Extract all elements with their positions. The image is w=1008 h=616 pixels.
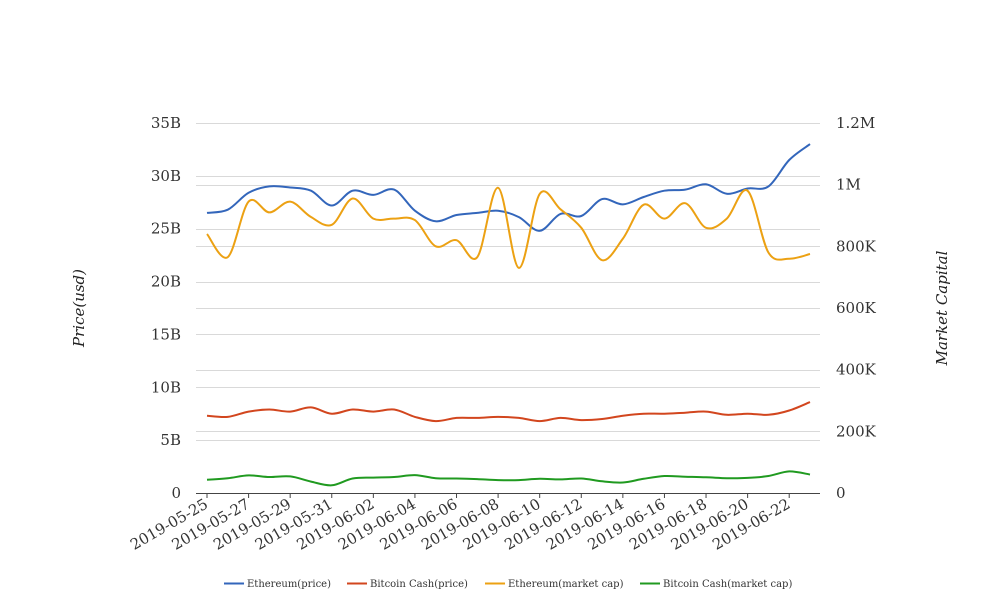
left-tick-label: 25B (151, 220, 181, 238)
left-tick-label: 5B (160, 431, 181, 449)
left-axis-ticks: 0 5B 10B 15B 20B 25B 30B 35B (151, 114, 181, 502)
x-axis-ticks: 2019-05-252019-05-272019-05-292019-05-31… (127, 493, 793, 554)
left-tick-label: 35B (151, 114, 181, 132)
series-line-3 (206, 470, 811, 487)
legend-label: Bitcoin Cash(price) (370, 579, 468, 590)
legend-label: Ethereum(price) (247, 579, 331, 590)
right-tick-label: 200K (836, 422, 877, 440)
right-tick-label: 400K (836, 361, 877, 379)
legend: Ethereum(price) Bitcoin Cash(price) Ethere… (224, 579, 792, 590)
legend-item: Ethereum(market cap) (485, 579, 624, 590)
left-tick-label: 15B (151, 325, 181, 343)
series-line-1 (206, 401, 811, 423)
right-axis-ticks: 0 200K 400K 600K 800K 1M 1.2M (836, 114, 877, 502)
left-axis-title: Price(usd) (70, 269, 88, 348)
legend-item: Ethereum(price) (224, 579, 331, 590)
right-axis-title: Market Capital (933, 250, 951, 366)
right-tick-label: 600K (836, 299, 877, 317)
grid (196, 123, 820, 441)
series-line-2 (206, 186, 811, 269)
left-tick-label: 20B (151, 273, 181, 291)
series-line-0 (206, 143, 811, 232)
left-tick-label: 0 (171, 484, 181, 502)
legend-item: Bitcoin Cash(price) (347, 579, 468, 590)
legend-label: Bitcoin Cash(market cap) (663, 579, 792, 590)
right-tick-label: 0 (836, 484, 846, 502)
right-tick-label: 1.2M (836, 114, 875, 132)
right-tick-label: 1M (836, 176, 861, 194)
right-tick-label: 800K (836, 237, 877, 255)
series-lines (206, 143, 811, 487)
legend-item: Bitcoin Cash(market cap) (640, 579, 792, 590)
left-tick-label: 30B (151, 167, 181, 185)
legend-label: Ethereum(market cap) (508, 579, 624, 590)
left-tick-label: 10B (151, 378, 181, 396)
